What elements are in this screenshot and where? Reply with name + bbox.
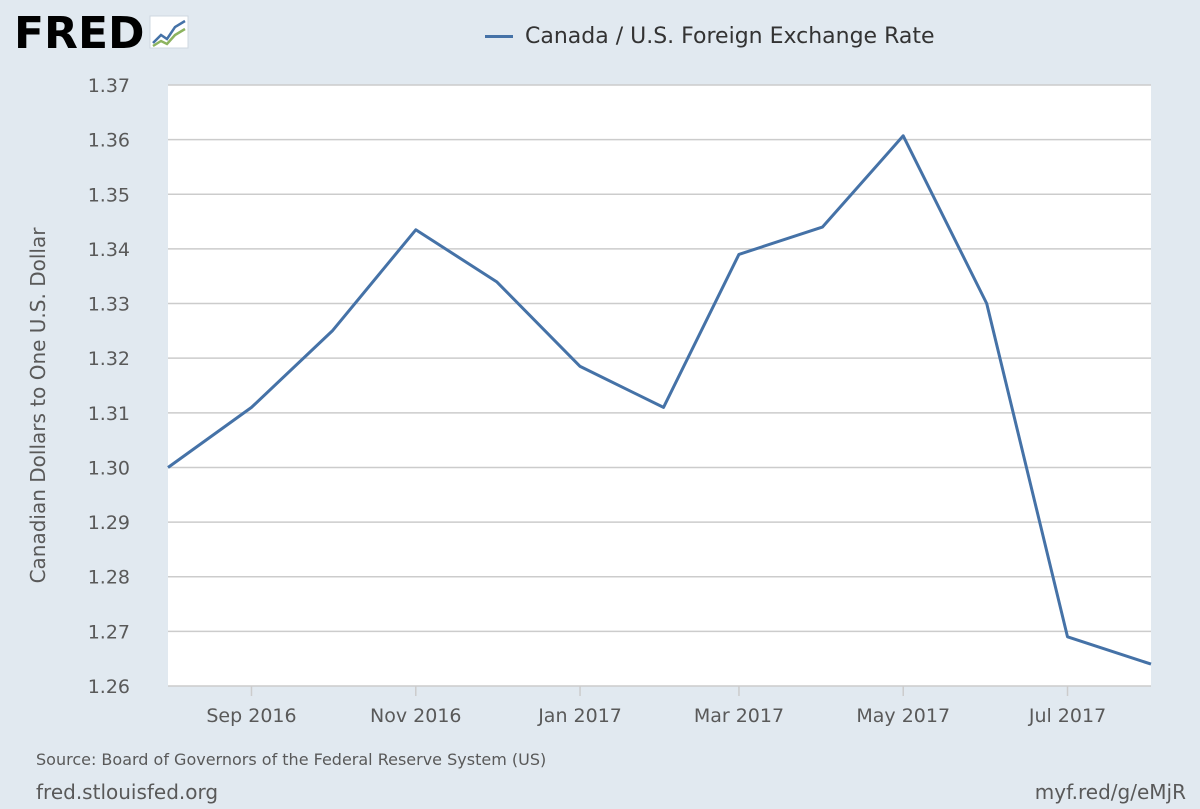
y-tick-label: 1.33 [88, 294, 130, 316]
x-tick-label: Sep 2016 [206, 705, 296, 727]
x-tick-label: Mar 2017 [694, 705, 784, 727]
x-tick-label: Jan 2017 [537, 705, 622, 727]
y-tick-label: 1.28 [88, 567, 130, 589]
legend-label: Canada / U.S. Foreign Exchange Rate [525, 24, 935, 49]
short-link[interactable]: myf.red/g/eMjR [1034, 780, 1186, 804]
y-tick-label: 1.36 [88, 130, 130, 152]
source-note: Source: Board of Governors of the Federa… [36, 750, 547, 769]
site-link[interactable]: fred.stlouisfed.org [36, 780, 219, 804]
fred-logo[interactable]: FRED [14, 12, 189, 56]
y-tick-label: 1.32 [88, 348, 130, 370]
logo-text: FRED [14, 8, 145, 59]
y-tick-label: 1.30 [88, 457, 130, 479]
x-tick-label: Jul 2017 [1028, 705, 1106, 727]
y-tick-label: 1.29 [88, 512, 130, 534]
y-tick-label: 1.35 [88, 184, 130, 206]
chart-legend: Canada / U.S. Foreign Exchange Rate [485, 24, 935, 49]
series-line[interactable] [167, 134, 1152, 666]
y-tick-label: 1.31 [88, 403, 130, 425]
x-tick-label: Nov 2016 [370, 705, 461, 727]
plot-area [168, 85, 1151, 686]
y-tick-label: 1.37 [88, 75, 130, 97]
y-tick-label: 1.27 [88, 621, 130, 643]
y-axis-label: Canadian Dollars to One U.S. Dollar [26, 227, 50, 584]
x-tick-label: May 2017 [856, 705, 950, 727]
line-chart-icon [149, 15, 189, 53]
legend-swatch [485, 35, 513, 38]
y-tick-label: 1.26 [88, 676, 130, 698]
y-tick-label: 1.34 [88, 239, 130, 261]
